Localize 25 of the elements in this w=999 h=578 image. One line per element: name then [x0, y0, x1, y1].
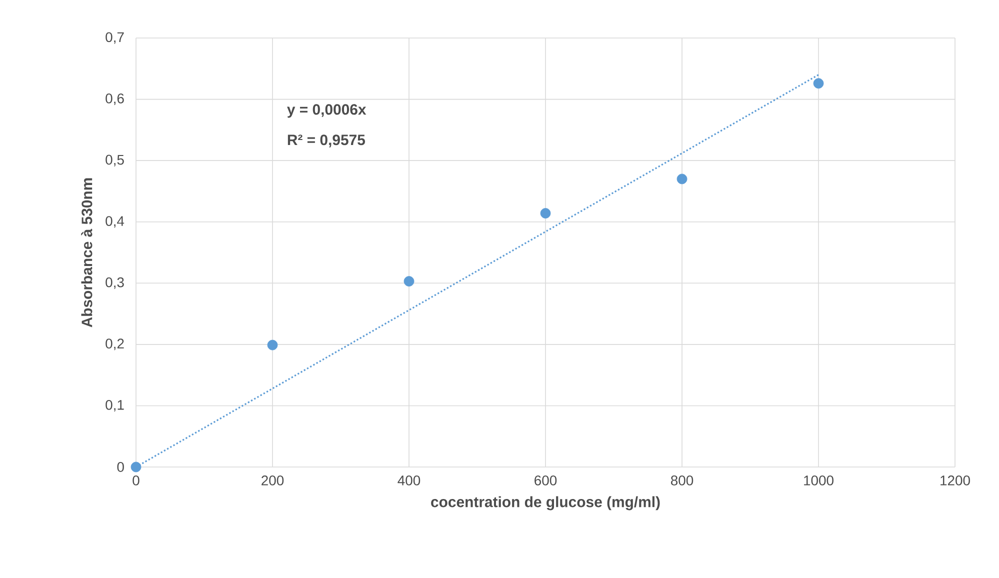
point: [676, 174, 688, 184]
point: [813, 78, 824, 89]
y-axis-title: Absorbance à 530nm: [81, 178, 92, 328]
point: [404, 276, 414, 287]
point: [130, 462, 142, 472]
x-tick-label: 0: [132, 476, 140, 486]
y-tick-label: 0,6: [106, 94, 124, 106]
x-tick-label: 1200: [940, 476, 970, 486]
annotation: R² = 0,9575: [288, 134, 366, 148]
y-tick-label: 0,1: [106, 400, 124, 412]
point: [267, 340, 278, 350]
y-tick-label: 0,3: [106, 277, 124, 289]
point: [540, 208, 551, 218]
y-tick-label: 0,5: [106, 154, 124, 166]
x-axis-title: cocentration de glucose (mg/ml): [431, 496, 660, 510]
y-tick-label: 0,7: [106, 32, 124, 44]
y-tick-label: 0,4: [106, 216, 124, 228]
annotation: y = 0,0006x: [287, 104, 366, 118]
x-tick-label: 200: [262, 476, 284, 486]
x-tick-label: 400: [398, 476, 420, 486]
x-tick-label: 600: [534, 476, 557, 486]
y-tick-label: 0: [117, 462, 124, 472]
x-tick-label: 800: [670, 476, 694, 486]
y-tick-label: 0,2: [106, 338, 124, 350]
x-tick-label: 1000: [804, 476, 834, 486]
